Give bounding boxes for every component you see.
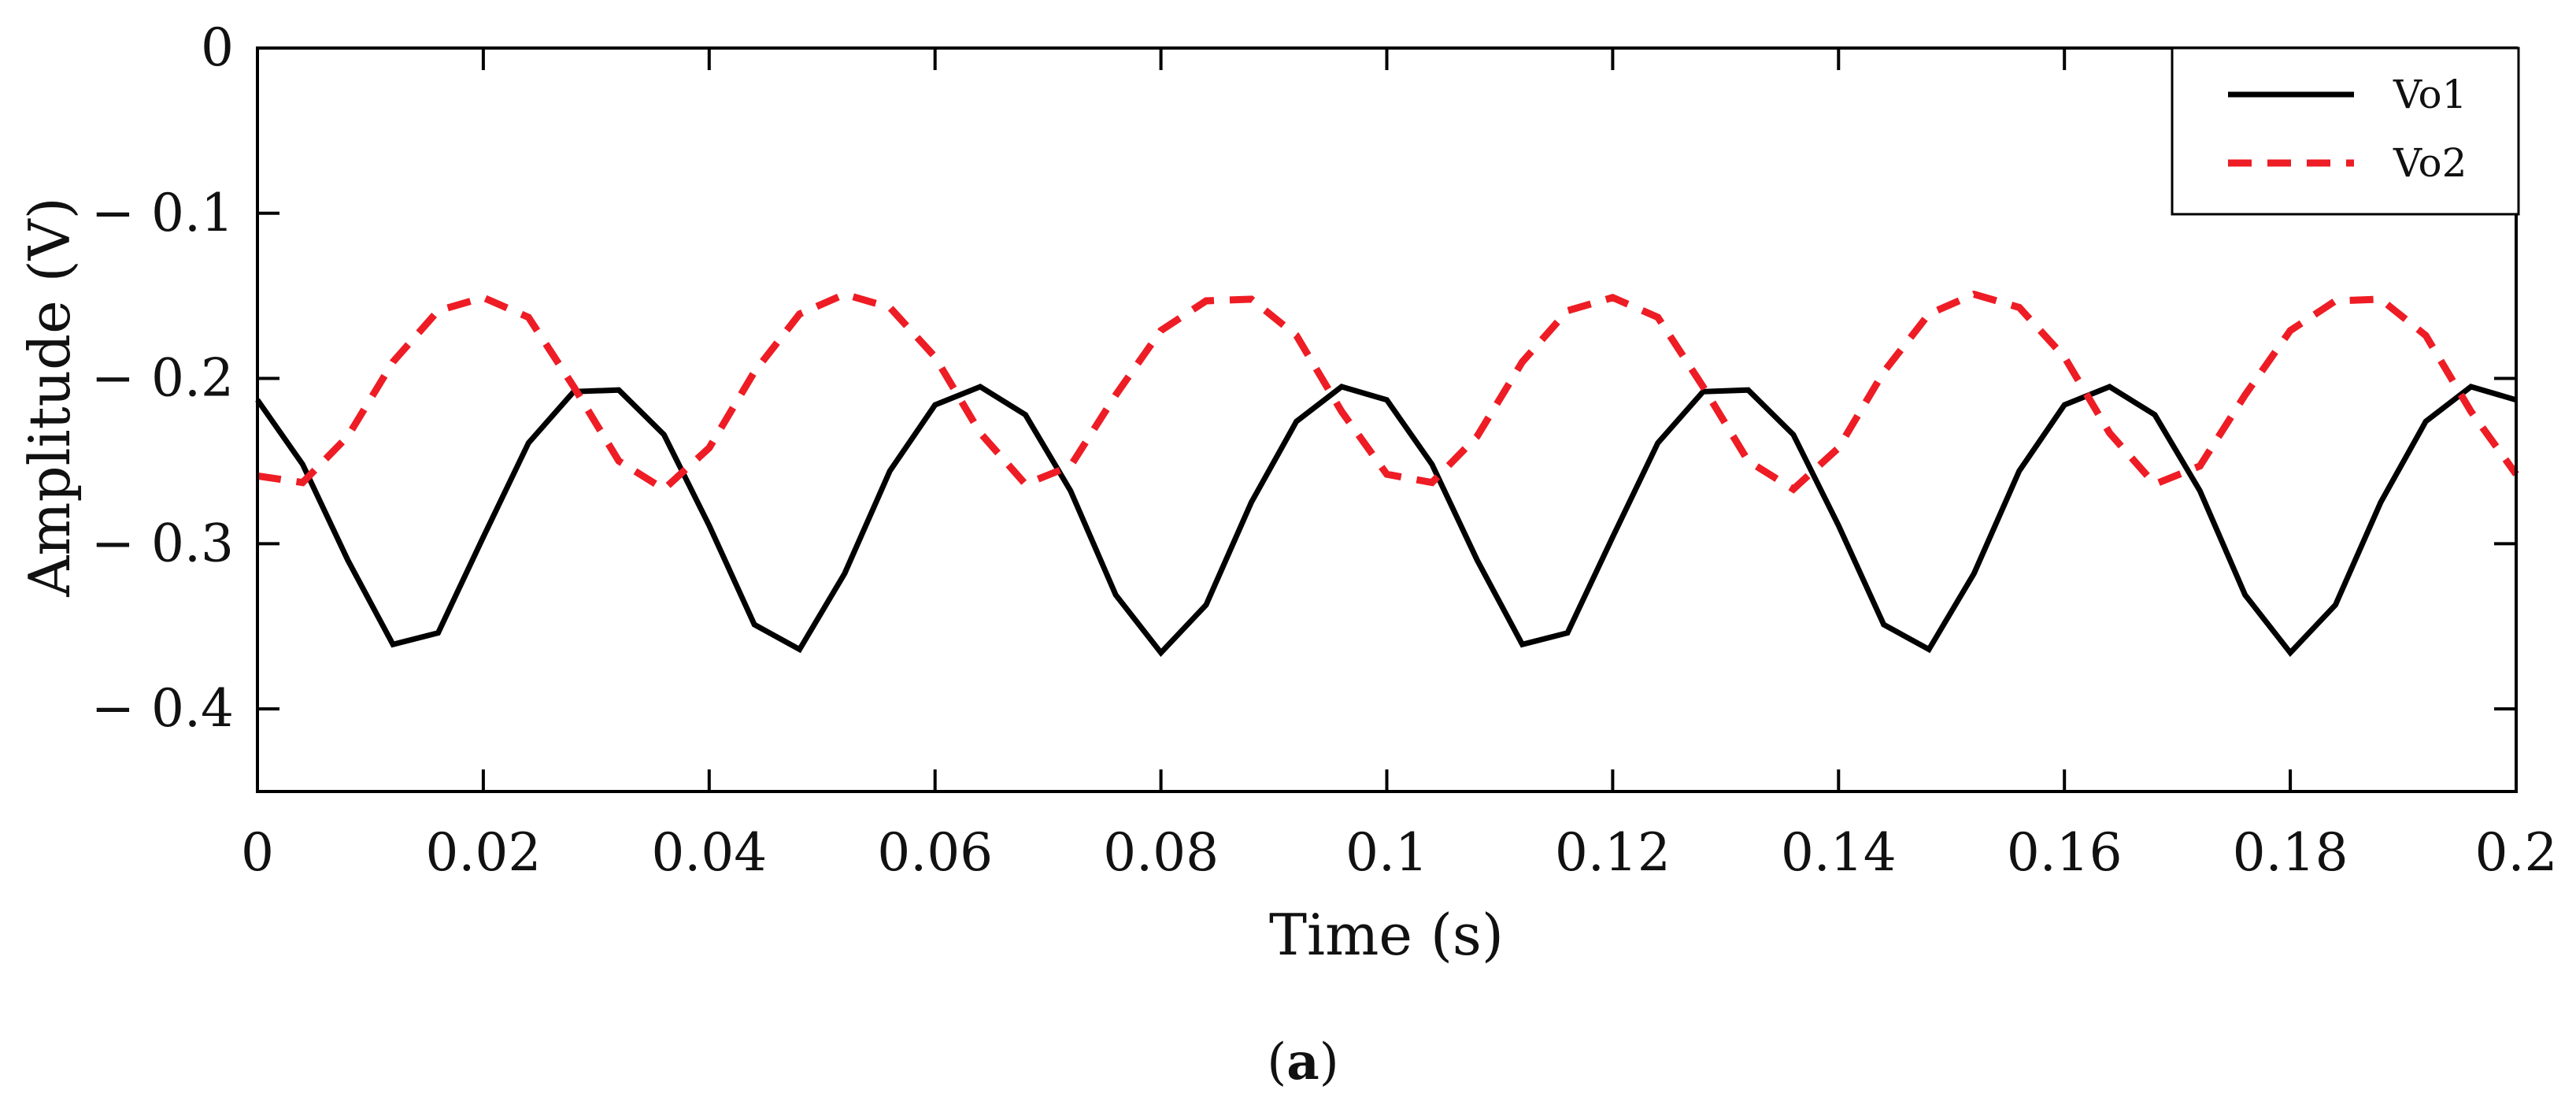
y-axis-title: Amplitude (V) <box>17 197 83 597</box>
caption-close: ) <box>1319 1033 1339 1092</box>
x-tick-label: 0.18 <box>2233 822 2348 883</box>
series-layer <box>255 290 2519 658</box>
y-tick-label: 0 <box>201 17 234 78</box>
legend: Vo1 Vo2 <box>2171 46 2520 216</box>
x-tick-label: 0.04 <box>651 822 767 883</box>
x-tick-label: 0 <box>241 822 274 883</box>
series-line-vo1 <box>255 384 2517 658</box>
series-line-vo2 <box>257 290 2519 494</box>
caption-open: ( <box>1267 1033 1286 1092</box>
axes-layer: 0 0.02 0.04 0.06 0.08 0.1 0.12 0.14 0.16 0.18 0.2 0… <box>91 17 2558 883</box>
x-tick-label: 0.02 <box>425 822 541 883</box>
y-tick-label: − 0.4 <box>91 678 234 739</box>
plot-layer <box>257 48 2516 791</box>
x-tick-label: 0.06 <box>877 822 993 883</box>
legend-label-vo2: Vo2 <box>2393 140 2467 186</box>
x-tick-label: 0.16 <box>2007 822 2123 883</box>
x-tick-label: 0.1 <box>1345 822 1428 883</box>
legend-box <box>2171 46 2520 216</box>
y-tick-label: − 0.3 <box>91 513 234 573</box>
x-tick-label: 0.14 <box>1781 822 1897 883</box>
x-tick-label: 0.12 <box>1555 822 1671 883</box>
caption-letter: a <box>1286 1032 1319 1092</box>
y-tick-label: − 0.1 <box>91 183 234 243</box>
plot-background <box>257 48 2516 791</box>
x-axis-title: Time (s) <box>1269 902 1504 968</box>
figure-caption: (a) <box>1267 1032 1338 1092</box>
y-tick-label: − 0.2 <box>91 348 234 409</box>
x-tick-label: 0.08 <box>1103 822 1219 883</box>
x-tick-label: 0.2 <box>2475 822 2558 883</box>
legend-label-vo1: Vo1 <box>2393 72 2467 117</box>
